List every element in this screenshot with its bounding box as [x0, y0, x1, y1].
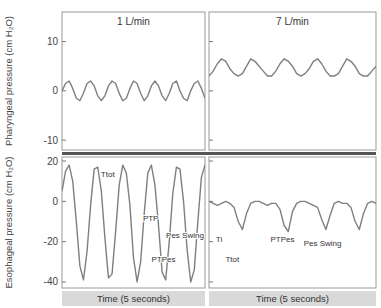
y-axis-label: Esophageal pressure (cm H₂O) [3, 157, 14, 289]
y-tick-label: -20 [44, 236, 59, 247]
pressure-line [62, 165, 205, 282]
y-axis-label: Pharyngeal pressure (cm H₂O) [3, 16, 14, 146]
y-tick [62, 281, 66, 282]
annotation: Pes Swing [304, 239, 342, 248]
annotation: Ttot [101, 170, 116, 179]
divider [62, 152, 376, 155]
y-tick-label: 20 [47, 156, 59, 167]
data-group [209, 201, 376, 231]
annotation: Pes Swing [166, 231, 204, 240]
y-tick [209, 241, 213, 242]
y-tick [62, 41, 66, 42]
panel-title: 7 L/min [276, 16, 309, 27]
data-group [209, 59, 376, 76]
annotation: Ttot [225, 255, 240, 264]
plot-frame [62, 12, 205, 150]
y-tick-label: 10 [47, 36, 59, 47]
y-tick [62, 241, 66, 242]
plot-frame [62, 157, 205, 288]
pressure-line [209, 59, 376, 76]
y-tick [209, 140, 213, 141]
y-tick [209, 41, 213, 42]
background [0, 0, 381, 308]
y-tick [209, 90, 213, 91]
annotation: PTP [143, 214, 159, 223]
panel-title: 1 L/min [117, 16, 150, 27]
panel: 7 L/min [209, 12, 376, 150]
annotation: PTPes [152, 255, 176, 264]
pressure-line [62, 81, 205, 101]
y-tick-label: 0 [52, 85, 58, 96]
panel: Time (5 seconds) Ti Ttot PTPes Pes Swing [209, 157, 376, 306]
y-tick-label: -40 [44, 276, 59, 287]
x-label-box [62, 291, 205, 306]
y-tick [209, 281, 213, 282]
plot-frame [209, 157, 376, 288]
panel: -10 0 10 1 L/min Pharyngeal pressure (cm H₂O… [3, 12, 205, 150]
data-group [62, 81, 205, 101]
x-axis-label: Time (5 seconds) [256, 293, 329, 304]
annotation: Ti [216, 235, 223, 244]
x-label-box [209, 291, 376, 306]
plot-frame [209, 12, 376, 150]
pressure-line [209, 201, 376, 231]
x-axis-label: Time (5 seconds) [97, 293, 170, 304]
data-group [62, 165, 205, 282]
y-tick-label: 0 [52, 196, 58, 207]
y-tick [209, 161, 213, 162]
y-tick [62, 161, 66, 162]
y-tick [62, 140, 66, 141]
panel: -40 -20 0 20 Esophageal pressure (cm H₂O) Tim… [3, 156, 205, 306]
annotation: PTPes [270, 235, 294, 244]
y-tick [62, 201, 66, 202]
figure: -10 0 10 1 L/min Pharyngeal pressure (cm H₂O… [0, 0, 381, 308]
y-tick-label: -10 [44, 135, 59, 146]
